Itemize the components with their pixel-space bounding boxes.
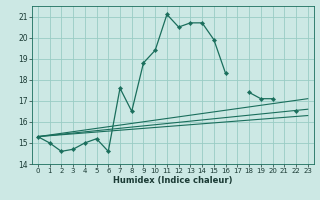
X-axis label: Humidex (Indice chaleur): Humidex (Indice chaleur) xyxy=(113,176,233,185)
